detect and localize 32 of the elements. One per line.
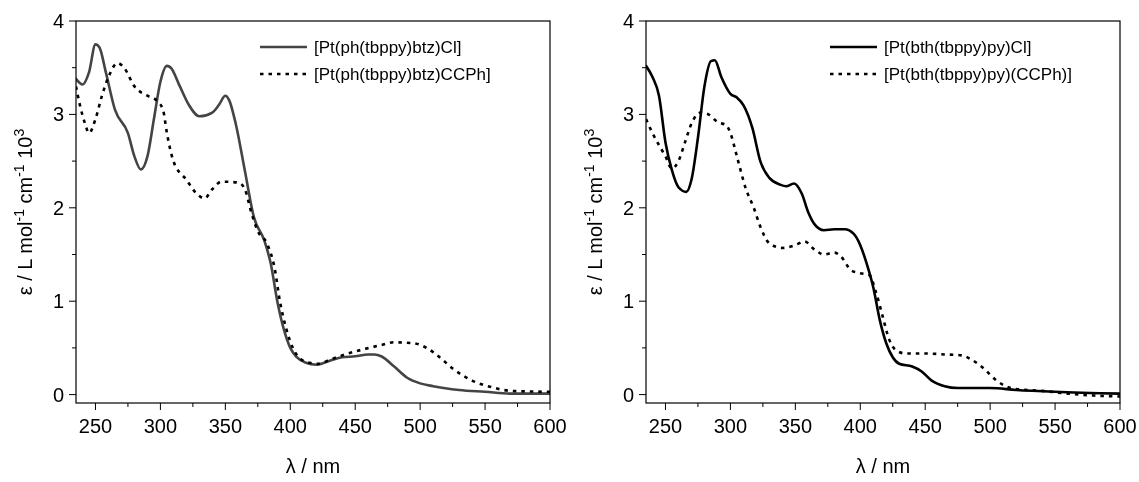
y-tick-label: 3 (622, 103, 634, 126)
x-axis-title: λ / nm (285, 455, 341, 477)
legend-label: [Pt(bth(tbppy)py)(CCPh)] (884, 64, 1072, 84)
legend-label: [Pt(ph(tbppy)btz)Cl] (314, 37, 462, 57)
x-tick-label: 450 (908, 415, 942, 437)
x-axis-title: λ / nm (855, 455, 911, 477)
x-tick-label: 550 (468, 415, 502, 437)
x-tick-label: 400 (273, 415, 307, 437)
x-tick-label: 400 (843, 415, 877, 437)
y-tick-label: 1 (622, 290, 634, 313)
x-tick-label: 250 (78, 415, 113, 437)
x-tick-label: 350 (208, 415, 243, 437)
y-tick-label: 3 (52, 103, 64, 126)
y-tick-label: 2 (52, 196, 64, 219)
legend-label: [Pt(bth(tbppy)py)Cl] (884, 37, 1032, 57)
y-tick-label: 2 (622, 196, 634, 219)
legend-label: [Pt(ph(tbppy)btz)CCPh] (314, 64, 491, 84)
x-tick-label: 300 (143, 415, 178, 437)
x-tick-label: 300 (713, 415, 748, 437)
y-tick-label: 1 (52, 290, 64, 313)
x-tick-label: 600 (1103, 415, 1137, 437)
y-tick-label: 4 (52, 10, 64, 32)
x-tick-label: 600 (533, 415, 567, 437)
y-tick-label: 0 (52, 383, 64, 406)
x-tick-label: 550 (1038, 415, 1072, 437)
y-tick-label: 4 (622, 10, 634, 32)
x-tick-label: 450 (338, 415, 372, 437)
x-tick-label: 350 (778, 415, 813, 437)
x-tick-label: 250 (648, 415, 683, 437)
x-tick-label: 500 (403, 415, 437, 437)
y-tick-label: 0 (622, 383, 634, 406)
x-tick-label: 500 (973, 415, 1007, 437)
